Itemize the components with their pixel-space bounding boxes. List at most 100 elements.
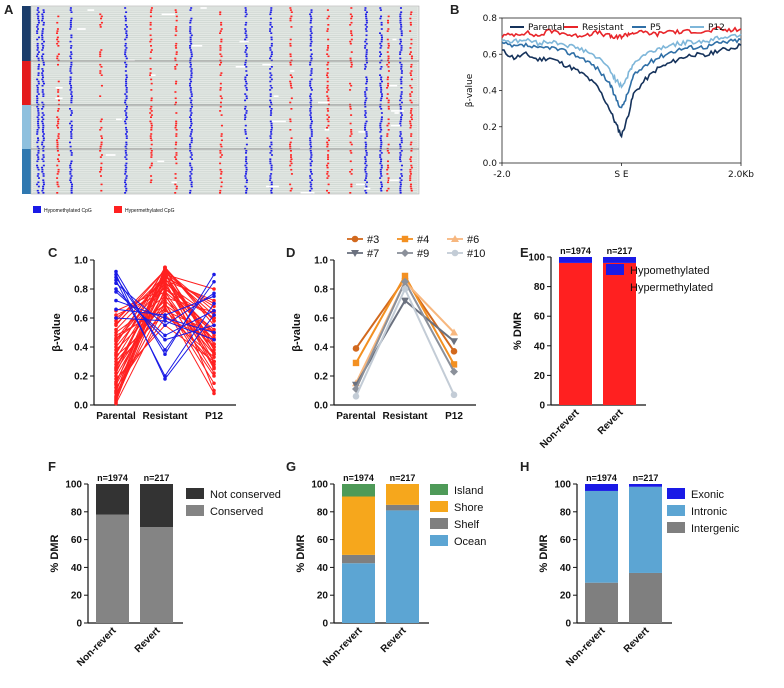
cpg-hypo: [37, 150, 40, 152]
cpg-hypo: [42, 179, 45, 181]
cpg-hyper: [219, 101, 222, 104]
cpg-hypo: [245, 181, 248, 184]
cpg-hyper: [350, 84, 353, 87]
cpg-hypo: [124, 122, 127, 125]
cpg-hyper: [290, 162, 293, 165]
cpg-hypo: [70, 168, 73, 171]
cpg-hyper: [350, 61, 353, 64]
cpg-hypo: [244, 63, 247, 66]
cpg-hypo: [400, 173, 403, 175]
cpg-hypo: [310, 53, 313, 55]
cpg-hyper: [350, 38, 353, 41]
cpg-hypo: [41, 116, 44, 118]
cpg-hyper: [326, 154, 329, 156]
cpg-hyper: [290, 15, 293, 18]
cpg-hypo: [380, 93, 383, 95]
cpg-hypo: [270, 32, 273, 34]
cpg-hyper: [350, 168, 353, 171]
cpg-hyper: [289, 82, 292, 85]
cpg-hypo: [125, 95, 128, 97]
cpg-hypo: [190, 129, 193, 131]
cpg-hypo: [244, 133, 247, 135]
hypermethylated-cpg-point: [212, 327, 216, 332]
cpg-hypo: [245, 21, 248, 24]
cpg-hyper: [409, 158, 412, 160]
cpg-hyper: [219, 82, 222, 85]
cpg-hyper: [174, 91, 177, 93]
cpg-hyper: [409, 13, 412, 16]
y-tick-label: 0.8: [483, 14, 498, 24]
legend-label: Hypermethylated: [630, 282, 713, 294]
cpg-hyper: [100, 135, 103, 137]
cpg-hypo: [42, 63, 45, 66]
cpg-hyper: [99, 156, 102, 158]
cpg-hypo: [310, 70, 313, 72]
hypomethylated-cpg-point: [212, 279, 216, 284]
cpg-hypo: [70, 101, 73, 104]
cpg-hypo: [124, 42, 127, 45]
cpg-hyper: [99, 70, 102, 72]
cpg-hypo: [37, 192, 40, 194]
cpg-hyper: [327, 110, 330, 112]
bar-segment-shelf: [342, 554, 375, 564]
cpg-hyper: [290, 137, 293, 139]
read-gap: [157, 160, 165, 163]
cpg-hypo: [309, 15, 312, 18]
cpg-hyper: [410, 183, 413, 186]
cpg-hyper: [220, 38, 223, 41]
cpg-hyper: [387, 66, 390, 68]
legend-marker: [351, 235, 359, 243]
cpg-hypo: [244, 129, 247, 131]
cpg-hyper: [57, 120, 60, 123]
cpg-hypo: [37, 80, 40, 83]
cpg-hyper: [409, 175, 412, 177]
cpg-hypo: [37, 21, 40, 24]
cpg-hypo: [269, 17, 272, 20]
cpg-hypo: [365, 192, 368, 194]
cpg-hyper: [57, 133, 60, 135]
legend-label: #3: [367, 234, 379, 246]
cpg-hypo: [42, 21, 45, 24]
cpg-hypo: [364, 158, 367, 160]
cpg-hypo: [309, 13, 312, 16]
cpg-hypo: [190, 166, 193, 169]
cpg-hypo: [190, 114, 193, 116]
cpg-hypo: [42, 95, 45, 97]
cpg-hypo: [379, 126, 382, 129]
cpg-hypo: [380, 129, 383, 131]
cpg-hypo: [190, 139, 193, 142]
cpg-hyper: [349, 24, 352, 26]
cpg-hypo: [189, 78, 192, 81]
cpg-hyper: [150, 45, 153, 47]
cpg-hyper: [57, 118, 60, 121]
hypomethylated-cpg-point: [163, 323, 167, 328]
cpg-hypo: [37, 124, 40, 127]
cpg-hypo: [42, 154, 45, 156]
cpg-hypo: [364, 168, 367, 171]
cpg-hyper: [410, 108, 413, 110]
cpg-hyper: [386, 51, 389, 53]
cpg-hyper: [99, 120, 102, 123]
hypermethylated-cpg-point: [114, 356, 118, 361]
read-gap: [389, 84, 398, 87]
cpg-hyper: [387, 28, 390, 30]
cpg-hyper: [220, 55, 223, 58]
cpg-hyper: [150, 124, 153, 127]
cpg-hypo: [244, 108, 247, 110]
x-tick-label: Resistant: [382, 411, 428, 422]
cpg-hypo: [189, 9, 192, 11]
cpg-hyper: [386, 76, 389, 79]
cpg-hypo: [189, 135, 192, 137]
cpg-hypo: [400, 66, 403, 68]
cpg-hypo: [42, 124, 45, 127]
cpg-hypo: [399, 28, 402, 30]
cpg-hypo: [379, 150, 382, 152]
cpg-hypo: [270, 55, 273, 58]
cpg-hyper: [409, 143, 412, 146]
hypermethylated-cpg-point: [114, 359, 118, 364]
cpg-hyper: [327, 150, 330, 152]
cpg-hypo: [270, 59, 273, 62]
cpg-hypo: [70, 87, 73, 89]
cpg-hypo: [190, 173, 193, 175]
